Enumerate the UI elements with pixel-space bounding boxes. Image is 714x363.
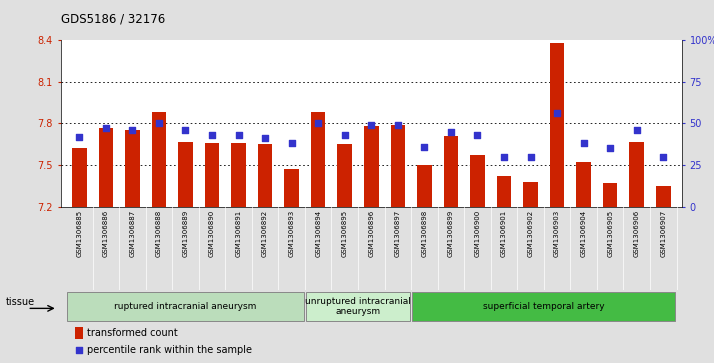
- Bar: [311, 112, 326, 207]
- Text: GSM1306890: GSM1306890: [209, 209, 215, 257]
- Point: [366, 122, 377, 128]
- Text: GSM1306896: GSM1306896: [368, 209, 374, 257]
- Point: [498, 154, 510, 160]
- Point: [525, 154, 536, 160]
- Point: [631, 127, 643, 133]
- Bar: [497, 176, 511, 207]
- Point: [74, 134, 85, 140]
- Bar: [284, 170, 299, 207]
- Bar: [550, 43, 564, 207]
- Text: GDS5186 / 32176: GDS5186 / 32176: [61, 12, 165, 25]
- Point: [259, 135, 271, 141]
- Bar: [75, 327, 83, 339]
- Text: GSM1306887: GSM1306887: [129, 209, 136, 257]
- Text: GSM1306888: GSM1306888: [156, 209, 162, 257]
- Bar: [523, 182, 538, 207]
- Point: [154, 121, 165, 126]
- Bar: [364, 126, 378, 207]
- Text: GSM1306891: GSM1306891: [236, 209, 241, 257]
- Text: GSM1306900: GSM1306900: [475, 209, 481, 257]
- Bar: [391, 125, 405, 207]
- Bar: [338, 144, 352, 207]
- Text: GSM1306892: GSM1306892: [262, 209, 268, 257]
- Text: superficial temporal artery: superficial temporal artery: [483, 302, 605, 311]
- Point: [472, 132, 483, 138]
- Bar: [258, 144, 273, 207]
- Text: GSM1306907: GSM1306907: [660, 209, 666, 257]
- Text: GSM1306894: GSM1306894: [315, 209, 321, 257]
- Point: [206, 132, 218, 138]
- Point: [446, 129, 457, 135]
- Bar: [470, 155, 485, 207]
- Point: [100, 126, 111, 131]
- Point: [392, 122, 403, 128]
- Point: [339, 132, 351, 138]
- Bar: [205, 143, 219, 207]
- Point: [658, 154, 669, 160]
- Text: GSM1306906: GSM1306906: [634, 209, 640, 257]
- Bar: [417, 165, 432, 207]
- Bar: [576, 162, 591, 207]
- Text: GSM1306899: GSM1306899: [448, 209, 454, 257]
- Bar: [656, 186, 670, 207]
- Point: [261, 256, 273, 262]
- Text: unruptured intracranial
aneurysm: unruptured intracranial aneurysm: [305, 297, 411, 317]
- FancyBboxPatch shape: [306, 292, 410, 322]
- Point: [418, 144, 430, 150]
- Text: GSM1306893: GSM1306893: [288, 209, 295, 257]
- Point: [180, 127, 191, 133]
- FancyBboxPatch shape: [67, 292, 303, 322]
- Point: [605, 146, 616, 151]
- FancyBboxPatch shape: [413, 292, 675, 322]
- Text: GSM1306903: GSM1306903: [554, 209, 560, 257]
- Point: [313, 121, 324, 126]
- Text: tissue: tissue: [6, 297, 35, 307]
- Text: GSM1306898: GSM1306898: [421, 209, 428, 257]
- Text: GSM1306901: GSM1306901: [501, 209, 507, 257]
- Bar: [178, 142, 193, 207]
- Bar: [125, 130, 140, 207]
- Bar: [603, 183, 618, 207]
- Text: GSM1306905: GSM1306905: [607, 209, 613, 257]
- Bar: [630, 142, 644, 207]
- Point: [233, 132, 244, 138]
- Point: [551, 110, 563, 116]
- Bar: [443, 136, 458, 207]
- Text: transformed count: transformed count: [87, 328, 178, 338]
- Text: GSM1306897: GSM1306897: [395, 209, 401, 257]
- Text: GSM1306902: GSM1306902: [528, 209, 533, 257]
- Text: percentile rank within the sample: percentile rank within the sample: [87, 345, 252, 355]
- Text: GSM1306895: GSM1306895: [342, 209, 348, 257]
- Text: GSM1306886: GSM1306886: [103, 209, 109, 257]
- Bar: [72, 148, 86, 207]
- Text: GSM1306889: GSM1306889: [183, 209, 188, 257]
- Text: GSM1306885: GSM1306885: [76, 209, 82, 257]
- Text: ruptured intracranial aneurysm: ruptured intracranial aneurysm: [114, 302, 256, 311]
- Bar: [99, 128, 113, 207]
- Text: GSM1306904: GSM1306904: [580, 209, 587, 257]
- Point: [286, 140, 297, 146]
- Point: [126, 127, 138, 133]
- Bar: [151, 112, 166, 207]
- Bar: [231, 143, 246, 207]
- Point: [578, 140, 589, 146]
